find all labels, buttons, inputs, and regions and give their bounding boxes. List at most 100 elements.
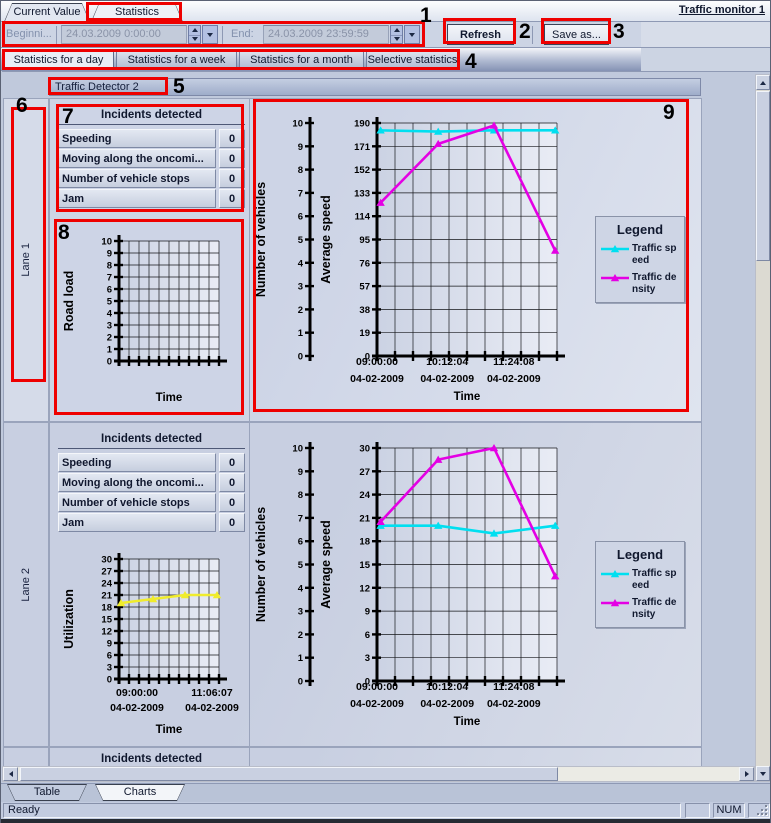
vertical-scrollbar[interactable] (755, 74, 770, 782)
svg-text:10: 10 (101, 237, 112, 248)
end-date-spinner[interactable] (390, 25, 403, 44)
toolbar-right-filler (641, 22, 770, 47)
scroll-left-button[interactable] (3, 767, 18, 781)
spinner-up-icon[interactable] (189, 26, 200, 35)
begin-date-dropdown[interactable] (202, 25, 218, 44)
svg-text:76: 76 (359, 258, 370, 269)
top-tab-bar: Current Value Statistics Traffic monitor… (1, 1, 770, 22)
svg-text:2: 2 (298, 305, 303, 316)
svg-text:3: 3 (365, 653, 370, 664)
tab-charts[interactable]: Charts (95, 784, 185, 801)
tab-table[interactable]: Table (7, 784, 87, 801)
tab-face (96, 785, 184, 800)
svg-text:4: 4 (298, 583, 304, 594)
incident-label: Speeding (58, 453, 216, 472)
statistics-mode-bar: Statistics for a day Statistics for a we… (1, 48, 770, 71)
horizontal-scroll-thumb[interactable] (20, 767, 558, 781)
scroll-down-icon (760, 771, 766, 776)
horizontal-scrollbar[interactable] (2, 766, 755, 782)
svg-text:8: 8 (298, 165, 303, 176)
svg-text:04-02-2009: 04-02-2009 (350, 373, 404, 385)
end-label: End: (231, 28, 254, 40)
begin-date-spinner[interactable] (188, 25, 201, 44)
dropdown-arrow-icon (409, 32, 415, 37)
svg-text:5: 5 (107, 297, 113, 308)
resize-grip-icon[interactable] (757, 805, 767, 815)
legend-item: Traffic speed (600, 243, 680, 267)
svg-text:21: 21 (359, 513, 370, 524)
svg-text:8: 8 (107, 261, 112, 272)
svg-text:1: 1 (298, 653, 304, 664)
incident-value: 0 (219, 149, 245, 168)
lane2-incidents-panel: Incidents detected Speeding 0 Moving alo… (58, 431, 245, 532)
lane2-strip: Lane 2 (3, 422, 49, 747)
spinner-down-icon[interactable] (391, 34, 402, 44)
tab-statistics-for-a-month[interactable]: Statistics for a month (239, 50, 364, 69)
toolbar: Beginni... 24.03.2009 0:00:00 End: 24.03… (1, 22, 770, 48)
tab-face (92, 4, 182, 21)
refresh-button[interactable]: Refresh (447, 24, 514, 45)
svg-text:Time: Time (454, 391, 481, 403)
separator (423, 26, 424, 44)
table-row: Number of vehicle stops 0 (58, 493, 245, 512)
svg-text:0: 0 (365, 352, 370, 363)
incident-label: Number of vehicle stops (58, 493, 216, 512)
legend-marker-icon (601, 570, 629, 578)
legend-item: Traffic density (600, 272, 680, 296)
begin-label: Beginni... (6, 28, 52, 40)
incidents-header: Incidents detected (58, 107, 245, 125)
spinner-up-icon[interactable] (391, 26, 402, 35)
end-date-dropdown[interactable] (404, 25, 420, 44)
lane2-panel: Incidents detected Speeding 0 Moving alo… (49, 422, 702, 747)
incident-value: 0 (219, 453, 245, 472)
svg-text:5: 5 (298, 560, 304, 571)
column-divider (249, 423, 250, 746)
svg-text:18: 18 (101, 603, 112, 614)
scroll-right-button[interactable] (739, 767, 754, 781)
svg-text:0: 0 (298, 677, 303, 688)
tab-statistics[interactable]: Statistics (91, 3, 183, 22)
svg-text:19: 19 (359, 328, 370, 339)
tab-statistics-for-a-day[interactable]: Statistics for a day (3, 50, 114, 69)
svg-text:24: 24 (359, 490, 370, 501)
vertical-scroll-thumb[interactable] (756, 91, 770, 261)
svg-text:10:12:04: 10:12:04 (426, 356, 468, 368)
svg-text:0: 0 (107, 675, 112, 686)
incidents-header: Incidents detected (101, 753, 202, 765)
scroll-down-button[interactable] (756, 766, 770, 781)
svg-text:Time: Time (454, 716, 481, 728)
scroll-up-button[interactable] (756, 75, 770, 90)
table-row: Jam 0 (58, 189, 245, 208)
svg-text:11:06:07: 11:06:07 (191, 687, 233, 699)
dropdown-arrow-icon (207, 32, 213, 37)
svg-text:2: 2 (107, 333, 112, 344)
tab-table-label: Table (33, 786, 61, 798)
lane1-strip: Lane 1 (3, 98, 49, 422)
tab-current-value-label: Current Value (13, 6, 81, 18)
tab-current-value[interactable]: Current Value (4, 3, 90, 22)
svg-text:Utilization: Utilization (62, 589, 76, 649)
num-lock-indicator: NUM (713, 803, 745, 818)
legend-item-label: Traffic density (632, 272, 677, 295)
lane1-chart-legend: Legend Traffic speed Traffic density (595, 216, 685, 303)
svg-text:6: 6 (107, 285, 112, 296)
svg-text:27: 27 (101, 567, 112, 578)
spinner-down-icon[interactable] (189, 34, 200, 44)
tab-selective-statistics[interactable]: Selective statistics (366, 50, 459, 69)
begin-date-field[interactable]: 24.03.2009 0:00:00 (61, 25, 187, 44)
legend-marker-icon (601, 274, 629, 282)
end-date-field[interactable]: 24.03.2009 23:59:59 (263, 25, 389, 44)
incident-label: Speeding (58, 129, 216, 148)
svg-text:10:12:04: 10:12:04 (426, 681, 468, 693)
incident-value: 0 (219, 493, 245, 512)
svg-text:9: 9 (365, 607, 370, 618)
save-as-button[interactable]: Save as... (544, 24, 609, 45)
svg-text:3: 3 (298, 282, 303, 293)
svg-text:Number of vehicles: Number of vehicles (254, 507, 268, 622)
svg-text:09:00:00: 09:00:00 (356, 356, 398, 368)
svg-text:6: 6 (107, 651, 112, 662)
tab-statistics-for-a-week[interactable]: Statistics for a week (116, 50, 237, 69)
